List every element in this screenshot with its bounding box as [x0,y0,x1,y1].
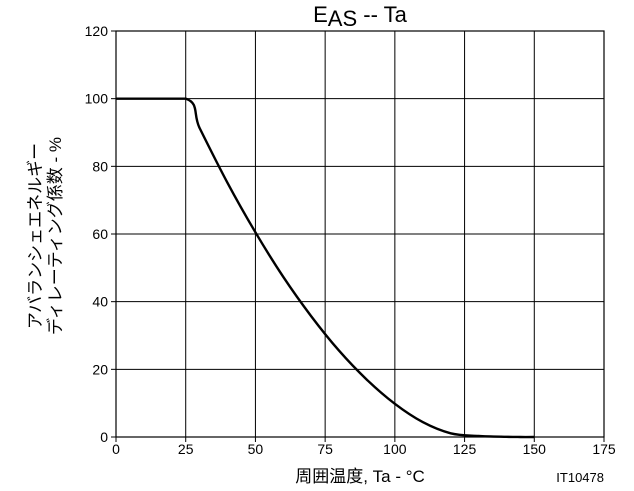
x-tick-label: 0 [112,441,120,457]
series-layer [116,97,535,439]
y-tick-label: 40 [92,294,108,310]
chart-title-rest: -- Ta [357,2,407,27]
figure-code: IT10478 [556,470,604,485]
x-axis-label: 周囲温度, Ta - °C [295,467,425,486]
y-tick-labels: 0 20 40 60 80 100 120 [85,23,116,445]
y-tick-label: 60 [92,226,108,242]
grid [116,31,604,437]
x-tick-label: 150 [523,441,547,457]
x-tick-label: 25 [178,441,194,457]
x-tick-label: 100 [383,441,407,457]
y-tick-label: 120 [85,23,109,39]
chart-title-main: E [313,2,328,27]
y-axis-label: アバランシェエネルギー ディレーティング係数 - % [26,137,65,335]
series-line [116,97,535,439]
x-tick-labels: 0 25 50 75 100 125 150 175 [112,437,616,457]
chart-title-subscript: AS [328,6,357,31]
x-tick-label: 50 [248,441,264,457]
x-tick-label: 125 [453,441,477,457]
x-tick-label: 175 [592,441,616,457]
y-tick-label: 80 [92,158,108,174]
y-axis-label-line-2: ディレーティング係数 - % [45,137,65,335]
y-tick-label: 100 [85,91,109,107]
y-axis-label-line-1: アバランシェエネルギー [26,143,45,329]
chart-title: EAS -- Ta [313,2,408,31]
y-tick-label: 0 [100,429,108,445]
y-tick-label: 20 [92,361,108,377]
x-tick-label: 75 [317,441,333,457]
